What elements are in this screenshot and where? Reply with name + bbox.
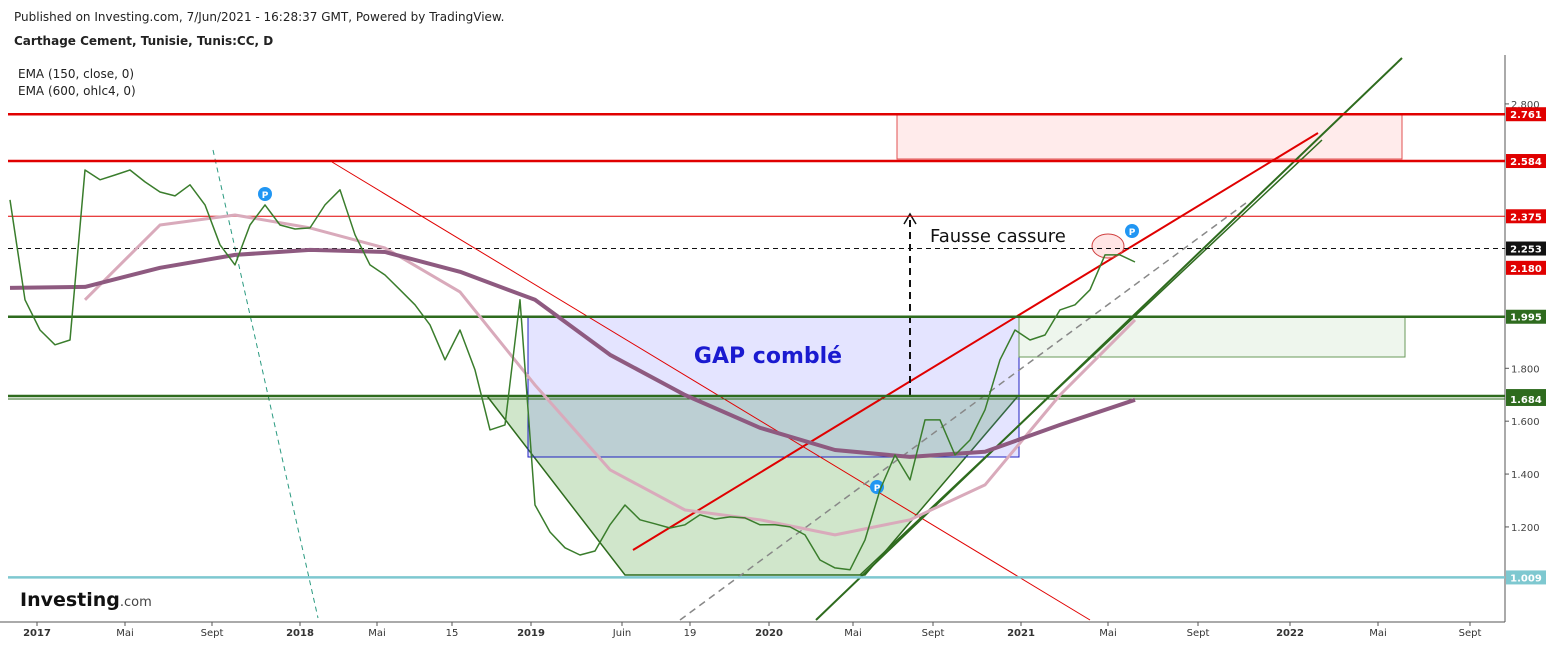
price-label-box: [1506, 260, 1546, 275]
price-label-box: [1506, 154, 1546, 169]
arrow-head: [903, 212, 917, 225]
dashed-channel: [679, 199, 1251, 621]
svg-text:P: P: [262, 191, 269, 201]
x-tick-label: 2019: [517, 628, 545, 639]
y-tick-label: 1.800: [1511, 364, 1540, 375]
y-tick-label: 1.400: [1511, 470, 1540, 481]
legend-entry: EMA (600, ohlc4, 0): [18, 84, 136, 98]
up-trendline: [815, 57, 1403, 621]
price-label-box: [1506, 570, 1546, 585]
annotation: GAP comblé: [694, 344, 842, 369]
price-label-box: [1506, 209, 1546, 224]
dashed-trendline: [212, 149, 319, 619]
svg-text:P: P: [874, 484, 881, 494]
symbol-title: Carthage Cement, Tunisie, Tunis:CC, D: [14, 34, 273, 48]
svg-text:P: P: [1129, 228, 1136, 238]
logo: Investing.com: [20, 589, 152, 611]
x-tick-label: 2021: [1007, 628, 1035, 639]
series-line: [9, 169, 1136, 571]
series-line: [83, 213, 1137, 537]
x-tick-label: Mai: [116, 628, 134, 639]
price-label-box: [1506, 107, 1546, 122]
highlight-circle: [1091, 233, 1125, 259]
published-note: Published on Investing.com, 7/Jun/2021 -…: [14, 10, 504, 24]
support-zone: [1018, 315, 1406, 358]
logo-word: Investing: [20, 589, 120, 611]
x-tick-label: 15: [446, 628, 459, 639]
gap-box: [527, 315, 1020, 458]
y-tick-label: 1.600: [1511, 417, 1540, 428]
x-tick-label: 2018: [286, 628, 314, 639]
price-label-box: [1506, 391, 1546, 406]
annotation: Fausse cassure: [930, 226, 1066, 247]
price-label-box: [1506, 309, 1546, 324]
price-label: 1.995: [1510, 313, 1542, 324]
x-tick-label: Mai: [1099, 628, 1117, 639]
x-tick-label: Mai: [1369, 628, 1387, 639]
x-tick-label: Mai: [368, 628, 386, 639]
x-tick-label: Sept: [1459, 628, 1482, 639]
price-label: 1.009: [1510, 573, 1542, 584]
x-tick-label: Mai: [844, 628, 862, 639]
series-line: [9, 247, 1136, 459]
x-tick-label: Sept: [1187, 628, 1210, 639]
x-tick-label: Sept: [922, 628, 945, 639]
x-tick-label: 2022: [1276, 628, 1304, 639]
price-label: 2.761: [1510, 110, 1542, 121]
price-label: 2.375: [1510, 212, 1542, 223]
x-tick-label: 2020: [755, 628, 783, 639]
x-tick-label: Juin: [612, 628, 631, 639]
price-label: 2.253: [1510, 245, 1542, 256]
neckline: [632, 132, 1319, 551]
price-label-box: [1506, 241, 1546, 256]
x-tick-label: 19: [684, 628, 697, 639]
legend-entry: EMA (150, close, 0): [18, 67, 134, 81]
price-label: 1.684: [1510, 395, 1542, 406]
logo-suffix: .com: [120, 595, 152, 610]
price-label: 2.584: [1510, 157, 1542, 168]
price-label: 2.180: [1510, 264, 1542, 275]
down-trendline: [331, 161, 1091, 621]
up-trendline: [859, 139, 1323, 576]
target-zone: [896, 114, 1403, 160]
y-tick-label: 1.200: [1511, 523, 1540, 534]
y-tick-label: 2.800: [1511, 100, 1540, 111]
x-tick-label: 2017: [23, 628, 51, 639]
x-tick-label: Sept: [201, 628, 224, 639]
